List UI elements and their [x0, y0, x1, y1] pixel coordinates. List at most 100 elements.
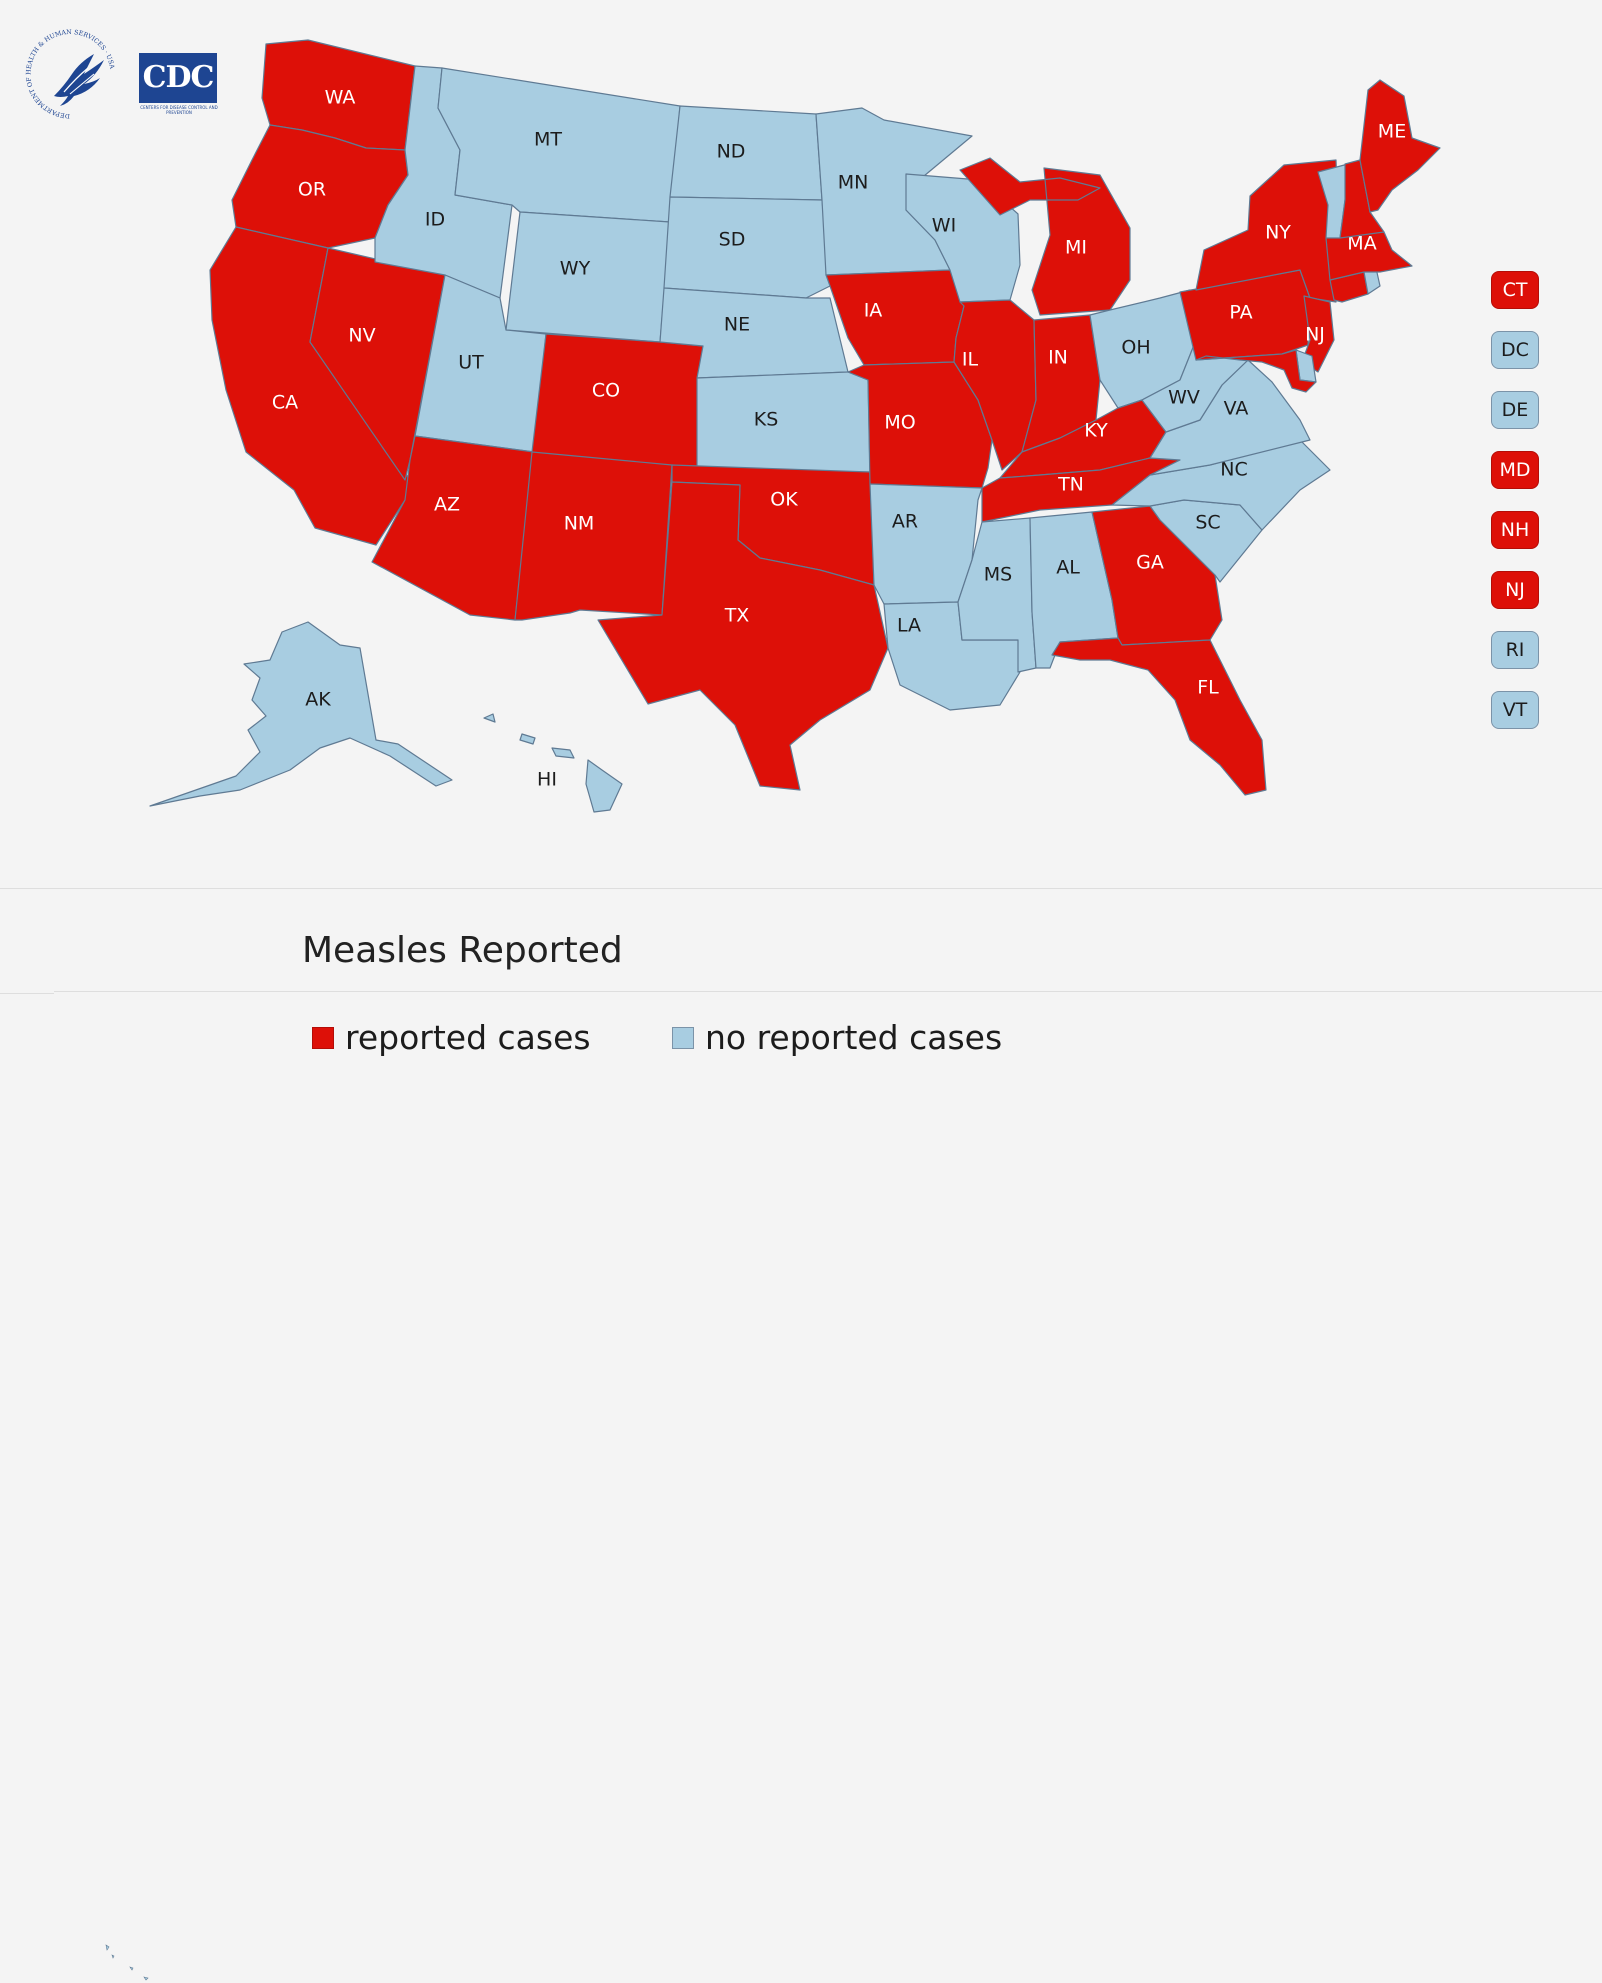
state-label-ne: NE	[724, 314, 750, 336]
state-label-ks: KS	[754, 409, 779, 431]
hhs-seal-text: DEPARTMENT OF HEALTH & HUMAN SERVICES · …	[25, 29, 115, 119]
small-state-button-de[interactable]: DE	[1491, 391, 1539, 429]
state-label-ca: CA	[272, 392, 298, 414]
state-nm[interactable]: NM	[514, 451, 673, 621]
small-state-button-dc[interactable]: DC	[1491, 331, 1539, 369]
state-ia[interactable]: IA	[825, 269, 965, 366]
state-label-or: OR	[298, 179, 326, 201]
state-shape-ak[interactable]	[149, 621, 453, 807]
svg-text:DEPARTMENT OF HEALTH & HUMAN S: DEPARTMENT OF HEALTH & HUMAN SERVICES · …	[25, 29, 115, 119]
state-ks[interactable]: KS	[696, 371, 871, 473]
small-state-button-ct[interactable]: CT	[1491, 271, 1539, 309]
state-az[interactable]: AZ	[371, 435, 535, 621]
legend-item-reported[interactable]: reported cases	[312, 1018, 591, 1057]
state-label-il: IL	[962, 349, 979, 371]
state-mt[interactable]: MT	[437, 67, 681, 223]
state-wy[interactable]: WY	[505, 211, 671, 343]
state-label-la: LA	[897, 615, 921, 637]
state-shape-tx[interactable]	[597, 481, 889, 791]
state-label-ny: NY	[1265, 222, 1291, 244]
state-label-mo: MO	[884, 412, 915, 434]
state-label-hi: HI	[537, 769, 557, 791]
state-shape-md[interactable]	[1195, 349, 1317, 393]
legend: Measles Reported reported cases no repor…	[0, 888, 1602, 1981]
state-md[interactable]	[1195, 349, 1317, 393]
state-label-sd: SD	[719, 229, 746, 251]
small-state-button-nh[interactable]: NH	[1491, 511, 1539, 549]
state-label-az: AZ	[434, 494, 460, 516]
state-label-ga: GA	[1136, 552, 1164, 574]
state-shape-nj[interactable]	[1301, 295, 1335, 373]
state-label-id: ID	[425, 209, 445, 231]
state-shape-il[interactable]	[953, 299, 1037, 471]
state-label-ia: IA	[864, 300, 883, 322]
state-nd[interactable]: ND	[669, 105, 823, 201]
cdc-logo: CDC CENTERS FOR DISEASE CONTROL AND PREV…	[139, 53, 219, 123]
state-il[interactable]: IL	[953, 299, 1037, 471]
state-nj[interactable]: NJ	[1301, 295, 1335, 373]
state-me[interactable]: ME	[1359, 79, 1441, 213]
state-in[interactable]: IN	[1021, 314, 1101, 453]
state-va[interactable]: VA	[1149, 359, 1311, 476]
legend-swatch-reported	[312, 1026, 334, 1049]
state-label-wi: WI	[932, 215, 956, 237]
state-shape-ma[interactable]	[1325, 231, 1413, 281]
state-shape-ms[interactable]	[957, 517, 1037, 673]
state-shape-nm[interactable]	[514, 451, 673, 621]
state-label-tn: TN	[1057, 474, 1084, 496]
cdc-logo-text: CDC	[139, 53, 217, 103]
state-co[interactable]: CO	[531, 333, 704, 486]
state-label-wv: WV	[1168, 387, 1200, 409]
small-state-button-nj[interactable]: NJ	[1491, 571, 1539, 609]
state-label-mn: MN	[838, 172, 869, 194]
state-shape-fl[interactable]	[1051, 637, 1267, 796]
map-fragment	[105, 1944, 149, 1981]
state-sd[interactable]: SD	[663, 196, 831, 299]
state-label-nj: NJ	[1305, 324, 1325, 346]
state-label-nm: NM	[564, 513, 595, 535]
state-label-ak: AK	[305, 689, 331, 711]
state-label-in: IN	[1048, 347, 1068, 369]
state-ne[interactable]: NE	[659, 287, 849, 379]
state-shape-hi[interactable]	[483, 713, 623, 813]
small-state-button-md[interactable]: MD	[1491, 451, 1539, 489]
divider	[54, 991, 1602, 992]
state-label-pa: PA	[1229, 302, 1252, 324]
state-mi[interactable]: MI	[959, 157, 1131, 316]
small-state-button-ri[interactable]: RI	[1491, 631, 1539, 669]
state-label-wa: WA	[325, 87, 356, 109]
state-shape-me[interactable]	[1359, 79, 1441, 213]
legend-title: Measles Reported	[302, 930, 623, 971]
state-label-oh: OH	[1121, 337, 1150, 359]
us-map: WA OR CA NV ID MT WY UT AZ CO NM ND SD NE KS OK TX MN IA MO…	[149, 39, 1441, 813]
state-shape-sd[interactable]	[663, 196, 831, 299]
state-label-nc: NC	[1220, 459, 1247, 481]
state-mo[interactable]: MO	[847, 361, 993, 489]
legend-item-none[interactable]: no reported cases	[672, 1018, 1002, 1057]
state-label-ms: MS	[984, 564, 1012, 586]
state-label-wy: WY	[560, 258, 591, 280]
state-label-ma: MA	[1347, 233, 1376, 255]
divider	[0, 888, 1602, 889]
state-shape-ia[interactable]	[825, 269, 965, 366]
legend-label-none: no reported cases	[705, 1018, 1003, 1057]
state-ma[interactable]: MA	[1325, 231, 1413, 281]
state-tx[interactable]: TX	[597, 481, 889, 791]
state-label-ar: AR	[892, 511, 918, 533]
state-ak[interactable]: AK	[149, 621, 453, 807]
state-label-me: ME	[1378, 121, 1406, 143]
state-sc[interactable]: SC	[1149, 499, 1263, 583]
small-states-list: CT DC DE MD NH NJ RI VT	[1491, 271, 1541, 751]
state-hi[interactable]: HI	[483, 713, 623, 813]
legend-swatch-none	[672, 1026, 694, 1049]
state-label-mi: MI	[1065, 237, 1087, 259]
state-ms[interactable]: MS	[957, 517, 1037, 673]
state-label-co: CO	[592, 380, 620, 402]
legend-label-reported: reported cases	[345, 1018, 591, 1057]
state-shape-nd[interactable]	[669, 105, 823, 201]
state-label-fl: FL	[1197, 677, 1219, 699]
state-label-nd: ND	[717, 141, 746, 163]
state-fl[interactable]: FL	[1051, 637, 1267, 796]
state-shape-ks[interactable]	[696, 371, 871, 473]
small-state-button-vt[interactable]: VT	[1491, 691, 1539, 729]
